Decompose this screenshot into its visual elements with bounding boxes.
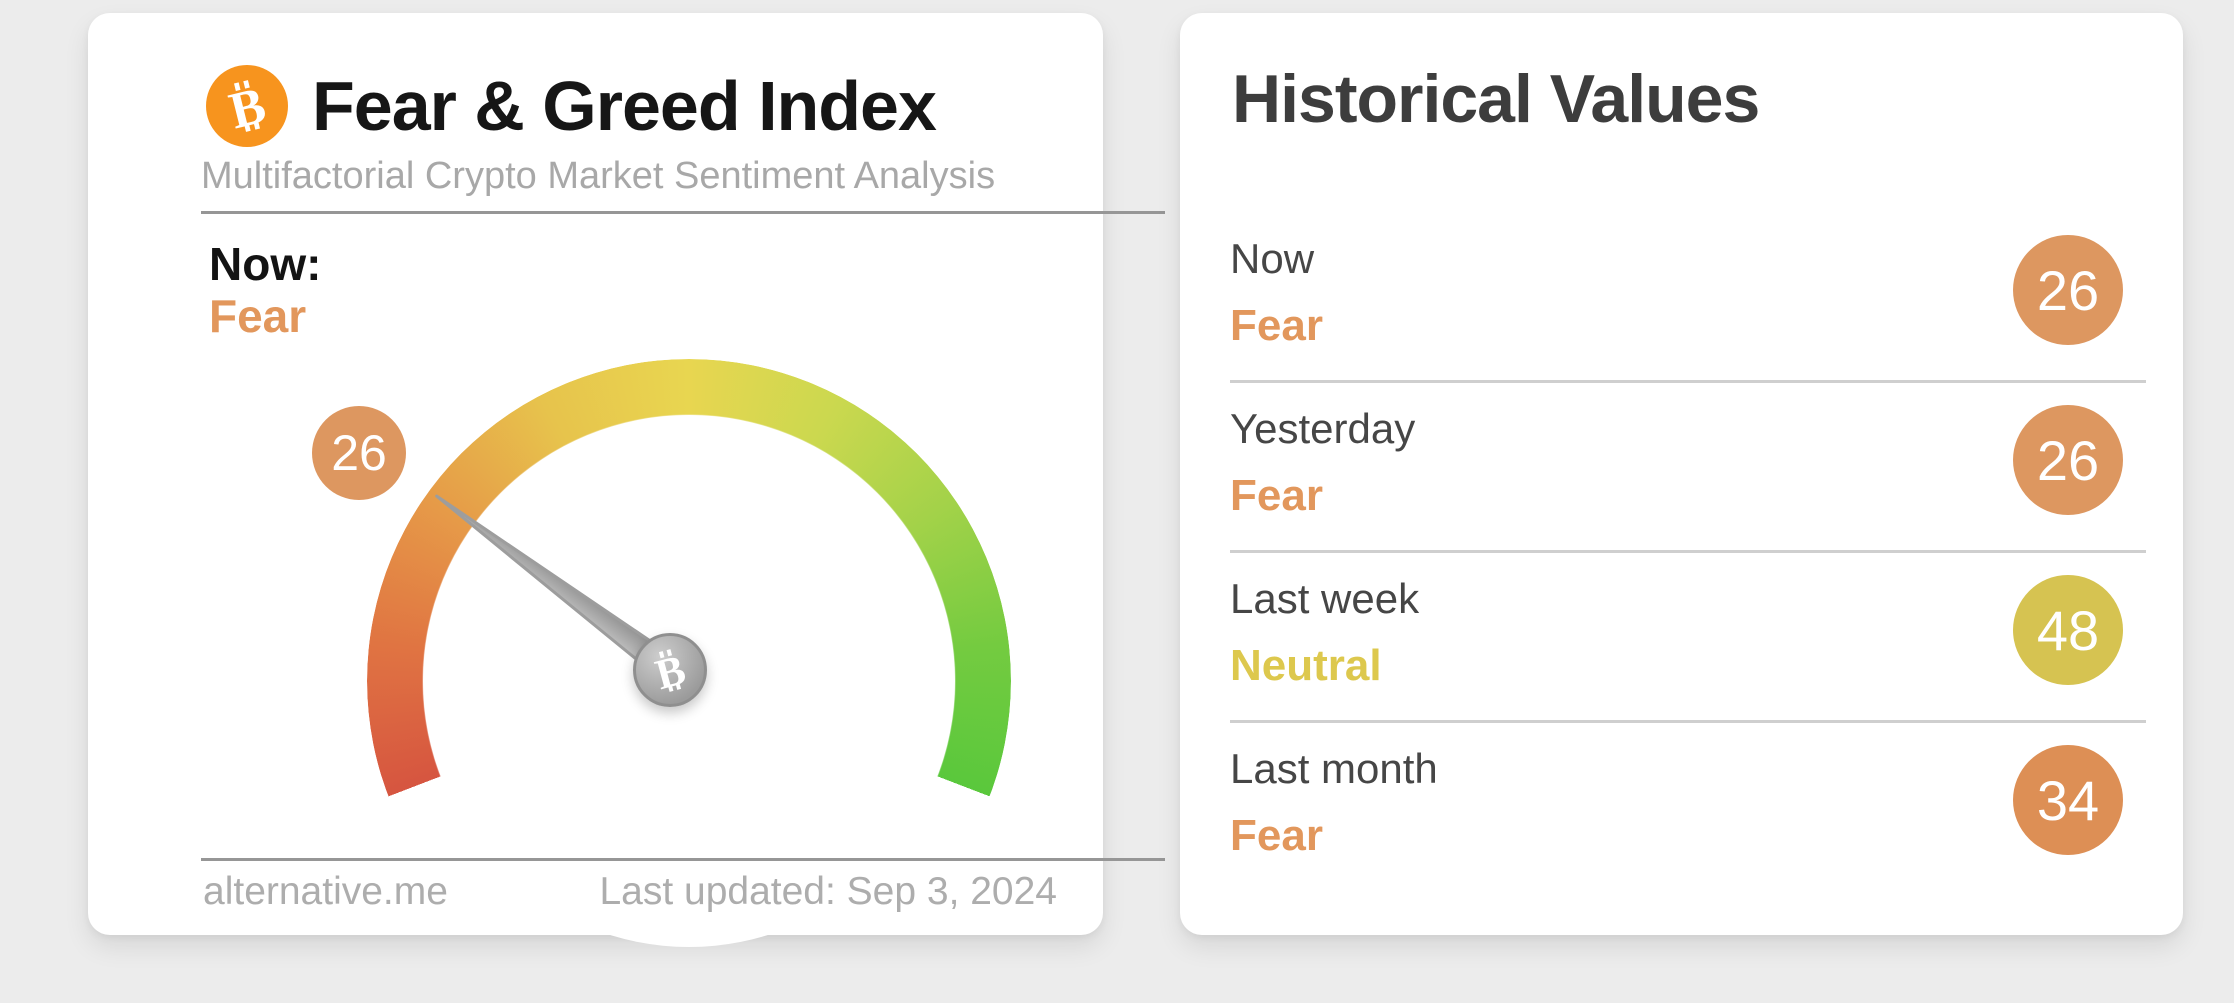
- footer-divider: [201, 858, 1165, 861]
- card-subtitle: Multifactorial Crypto Market Sentiment A…: [201, 155, 996, 197]
- gauge-value-badge: 26: [312, 406, 406, 500]
- last-updated-text: Last updated: Sep 3, 2024: [599, 870, 1057, 913]
- history-row-sentiment: Fear: [1230, 301, 1323, 350]
- card-title: Fear & Greed Index: [312, 67, 937, 145]
- fear-greed-index-card: B Fear & Greed Index Multifactorial Cryp…: [88, 13, 1165, 1003]
- history-value-badge: 26: [2013, 405, 2123, 515]
- now-sentiment-value: Fear: [209, 290, 307, 342]
- historical-values-card: Historical Values Now Fear 26 Yesterday …: [1180, 13, 2183, 935]
- page: B Fear & Greed Index Multifactorial Cryp…: [88, 13, 2183, 1003]
- row-divider: [1230, 720, 2146, 723]
- history-value-badge: 26: [2013, 235, 2123, 345]
- alternative-me-link[interactable]: alternative.me: [203, 870, 448, 913]
- now-label: Now:: [209, 238, 322, 290]
- history-row-sentiment: Fear: [1230, 811, 1323, 860]
- history-row-sentiment: Fear: [1230, 471, 1323, 520]
- gauge-pivot-bitcoin-icon: B: [633, 633, 707, 707]
- row-divider: [1230, 380, 2146, 383]
- history-row-sentiment: Neutral: [1230, 641, 1382, 690]
- bitcoin-b-icon: B: [224, 79, 270, 133]
- history-row-label: Now: [1230, 235, 1315, 282]
- history-value-badge: 34: [2013, 745, 2123, 855]
- svg-text:B: B: [651, 648, 689, 693]
- bitcoin-b-icon: B: [651, 648, 689, 693]
- header-divider: [201, 211, 1165, 214]
- history-value-badge: 48: [2013, 575, 2123, 685]
- history-row-label: Last month: [1230, 745, 1438, 792]
- history-row-label: Last week: [1230, 575, 1420, 622]
- history-row-label: Yesterday: [1230, 405, 1416, 452]
- row-divider: [1230, 550, 2146, 553]
- historical-values-heading: Historical Values: [1232, 61, 1760, 137]
- bitcoin-logo-icon: B: [206, 65, 288, 147]
- svg-text:B: B: [224, 79, 270, 133]
